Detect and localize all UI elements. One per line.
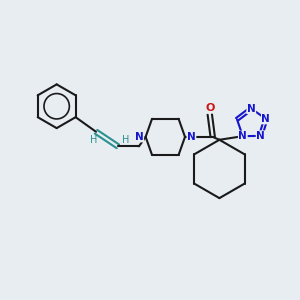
Text: N: N bbox=[262, 114, 270, 124]
Text: N: N bbox=[187, 132, 196, 142]
Text: N: N bbox=[135, 132, 144, 142]
Text: O: O bbox=[205, 103, 214, 113]
Text: N: N bbox=[256, 131, 265, 141]
Text: N: N bbox=[238, 131, 247, 141]
Text: H: H bbox=[90, 135, 98, 145]
Text: H: H bbox=[122, 135, 130, 145]
Text: N: N bbox=[247, 103, 256, 114]
